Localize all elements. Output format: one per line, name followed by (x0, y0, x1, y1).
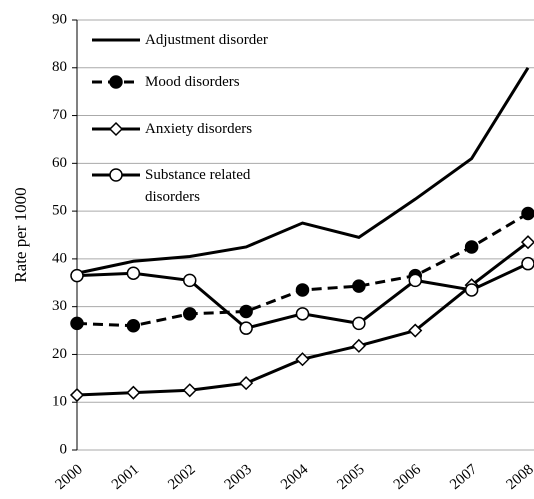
legend-label: Mood disorders (145, 74, 240, 90)
data-point (182, 383, 197, 398)
x-tick-label: 2004 (278, 461, 312, 493)
x-tick-label: 2005 (334, 461, 367, 493)
y-tick-label: 80 (52, 59, 67, 75)
x-tick-label: 2001 (109, 461, 142, 493)
x-tick-label: 2002 (165, 461, 198, 493)
y-axis-label: Rate per 1000 (11, 187, 30, 282)
data-point (70, 316, 84, 331)
x-tick-label: 2000 (53, 461, 86, 493)
y-tick-label: 40 (52, 250, 67, 266)
y-tick-label: 50 (52, 203, 67, 219)
data-point (464, 283, 479, 297)
data-point (126, 385, 141, 400)
data-point (521, 256, 534, 271)
y-tick-label: 20 (52, 346, 67, 362)
data-point (126, 319, 141, 333)
data-point (295, 283, 310, 297)
legend-label: Anxiety disorders (145, 121, 253, 137)
legend-label: Adjustment disorder (145, 32, 268, 48)
y-tick-label: 70 (52, 107, 67, 123)
legend-marker (108, 121, 124, 137)
data-point (351, 338, 366, 353)
data-point (408, 273, 422, 288)
x-tick-label: 2008 (504, 461, 534, 493)
data-point (521, 206, 534, 221)
data-point (408, 323, 423, 338)
x-tick-label: 2003 (222, 461, 255, 493)
y-tick-label: 0 (60, 441, 68, 457)
legend-marker (109, 168, 123, 182)
legend-marker (109, 75, 123, 89)
data-point (520, 235, 534, 250)
data-point (183, 307, 197, 321)
data-point (239, 376, 254, 391)
data-point (69, 387, 85, 403)
data-point (239, 321, 253, 335)
data-point (295, 307, 310, 321)
x-tick-label: 2007 (447, 461, 481, 493)
series-line (76, 66, 530, 275)
y-tick-label: 10 (52, 394, 67, 410)
data-point (126, 266, 141, 280)
data-point (70, 268, 84, 283)
y-tick-label: 30 (52, 298, 67, 314)
x-tick-label: 2006 (391, 461, 425, 493)
legend-label: Substance related disorders (145, 167, 251, 205)
data-point (295, 352, 310, 367)
y-tick-label: 90 (52, 11, 67, 27)
data-point (464, 240, 479, 254)
data-point (239, 304, 253, 319)
y-tick-label: 60 (52, 155, 67, 171)
data-point (183, 273, 197, 288)
data-point (352, 316, 366, 331)
data-point (352, 279, 366, 293)
